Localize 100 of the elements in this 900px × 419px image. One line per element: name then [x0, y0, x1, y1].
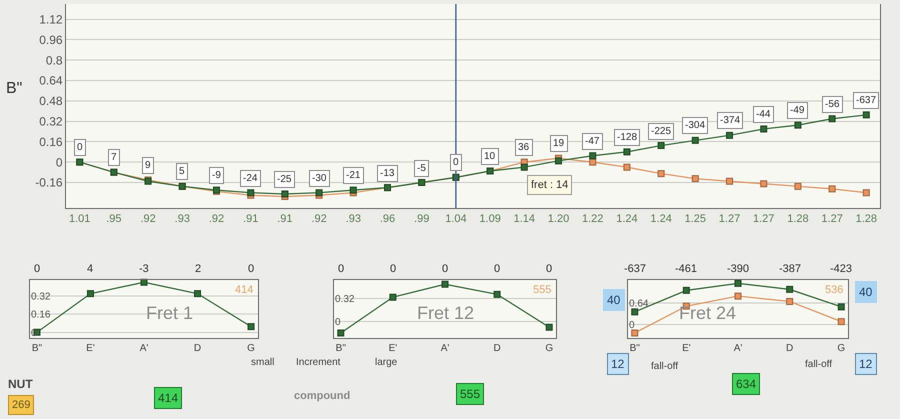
y-tick-label: 0.48	[39, 94, 63, 108]
annotation: 414	[235, 284, 254, 296]
annotation: 5	[179, 166, 185, 177]
x-tick-label: .96	[380, 213, 396, 226]
y-axis-title: B"	[6, 80, 22, 97]
annotation: 19	[553, 138, 565, 149]
annotation: -128	[617, 132, 638, 143]
annotation: 36	[518, 142, 530, 153]
point	[631, 329, 638, 336]
x-tick-label: 1.04	[445, 213, 467, 226]
annotation: -49	[790, 105, 805, 116]
annotation: -56	[825, 99, 840, 110]
x-tick-label: B"	[336, 343, 346, 354]
y-tick-label: 0.32	[335, 294, 355, 306]
x-tick-label: 1.24	[616, 213, 638, 226]
point	[442, 280, 448, 288]
x-tick-label: A'	[440, 343, 450, 354]
point	[734, 292, 742, 300]
x-tick-label: G	[837, 343, 846, 354]
point	[316, 189, 323, 196]
point	[350, 186, 357, 194]
text: fall-off	[805, 359, 832, 370]
point	[623, 164, 630, 171]
y-tick-label: -0.16	[35, 176, 63, 190]
x-tick-label: 1.20	[548, 213, 570, 226]
x-tick-label: G	[247, 343, 256, 354]
x-tick-label: D	[194, 343, 202, 354]
x-tick-label: .99	[414, 213, 430, 226]
point	[546, 324, 553, 331]
point	[494, 290, 501, 298]
text: 0	[546, 263, 552, 275]
text: 0	[390, 263, 396, 275]
x-tick-label: .92	[311, 213, 327, 226]
text: NUT	[8, 377, 34, 391]
text: 414	[158, 391, 178, 405]
annotation: -637	[856, 95, 876, 106]
x-tick-label: 1.28	[856, 213, 878, 226]
annotation: -9	[212, 170, 222, 181]
annotation: 7	[111, 152, 117, 163]
x-tick-label: 1.14	[514, 213, 536, 226]
x-tick-label: G	[545, 343, 554, 354]
x-tick-label: .92	[208, 213, 224, 226]
x-tick-label: .95	[106, 213, 122, 226]
point	[794, 182, 802, 190]
annotation: -25	[277, 174, 292, 185]
point	[760, 125, 768, 132]
point	[623, 148, 630, 156]
point	[281, 190, 288, 198]
x-tick-label: .91	[277, 213, 293, 226]
point	[794, 122, 802, 129]
point	[760, 180, 768, 188]
point	[248, 323, 255, 330]
text: compound	[294, 390, 350, 402]
y-tick-label: 0.32	[31, 291, 51, 302]
x-tick-label: 1.09	[479, 213, 501, 226]
y-tick-label: 0	[56, 155, 63, 170]
annotation: -374	[720, 115, 740, 126]
x-tick-label: 1.27	[753, 213, 774, 226]
x-tick-label: E'	[86, 343, 95, 354]
point	[337, 329, 344, 336]
x-tick-label: A'	[734, 343, 742, 354]
annotation: -30	[312, 173, 327, 184]
point	[389, 294, 396, 301]
annotation: -225	[651, 126, 672, 137]
point	[520, 164, 528, 171]
text: 2	[195, 263, 202, 275]
x-tick-label: B"	[32, 343, 43, 354]
text: small	[251, 357, 274, 368]
x-tick-label: D	[786, 343, 794, 354]
text: Fret 24	[679, 303, 736, 323]
point	[786, 286, 794, 293]
text: 0	[442, 263, 448, 275]
y-tick-label: 0.64	[629, 298, 649, 310]
text: 0	[494, 263, 500, 275]
y-tick-label: 0.64	[39, 74, 63, 88]
text: 40	[607, 293, 621, 307]
text: 4	[87, 263, 94, 275]
point	[631, 308, 638, 316]
point	[726, 132, 734, 139]
text: 634	[736, 377, 756, 391]
text: -423	[830, 263, 852, 275]
x-tick-label: 1.24	[650, 213, 672, 226]
text: -390	[727, 263, 750, 275]
x-tick-label: 1.25	[684, 213, 706, 226]
text: -637	[624, 263, 646, 275]
x-tick-label: E'	[682, 343, 691, 354]
x-tick-label: E'	[388, 343, 398, 354]
y-tick-label: 0.32	[39, 114, 63, 128]
annotation: -44	[756, 109, 771, 120]
point	[658, 170, 665, 178]
point	[726, 178, 734, 185]
point	[682, 286, 690, 294]
y-tick-label: 0.16	[39, 134, 63, 149]
point	[838, 303, 845, 310]
x-tick-label: A'	[140, 343, 148, 354]
y-tick-label: 1.12	[39, 12, 63, 26]
text: Fret 12	[417, 303, 474, 323]
annotation: 555	[533, 284, 552, 296]
text: Fret 1	[146, 303, 194, 323]
point	[692, 136, 699, 144]
